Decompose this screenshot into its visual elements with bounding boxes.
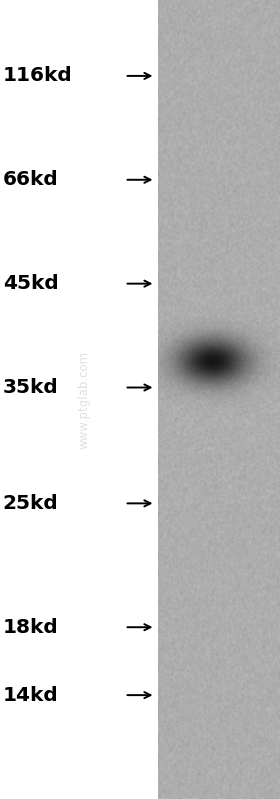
Text: 18kd: 18kd [3, 618, 59, 637]
Text: 116kd: 116kd [3, 66, 73, 85]
Text: www.ptglab.com: www.ptglab.com [78, 351, 90, 448]
Text: 66kd: 66kd [3, 170, 59, 189]
Text: 45kd: 45kd [3, 274, 59, 293]
Text: 35kd: 35kd [3, 378, 59, 397]
Text: 14kd: 14kd [3, 686, 59, 705]
Text: 25kd: 25kd [3, 494, 59, 513]
